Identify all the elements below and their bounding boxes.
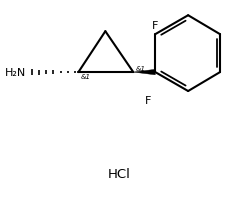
Text: F: F — [152, 21, 159, 31]
Polygon shape — [133, 70, 155, 75]
Text: H₂N: H₂N — [5, 68, 27, 78]
Text: &1: &1 — [80, 74, 90, 80]
Text: HCl: HCl — [108, 167, 131, 180]
Text: &1: &1 — [135, 66, 145, 72]
Text: F: F — [145, 95, 151, 105]
